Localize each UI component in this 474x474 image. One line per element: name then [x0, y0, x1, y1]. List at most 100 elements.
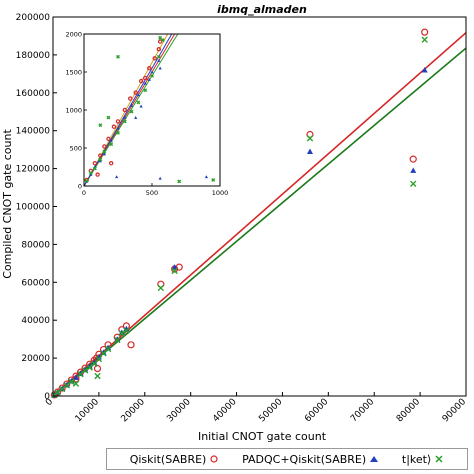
point-s2-16 [157, 284, 165, 292]
point-s2-13 [114, 336, 121, 344]
x-tick-label-6: 60000 [303, 397, 331, 425]
inset-point-s2-8 [129, 109, 134, 114]
inset-point-s1-12 [157, 59, 161, 62]
chart-title: ibmq_almaden [217, 3, 307, 16]
point-s1-19 [421, 67, 428, 73]
inset-point-s0-12 [142, 75, 148, 81]
inset-y-tick-label-3: 1500 [65, 69, 82, 77]
point-s0-23 [421, 28, 429, 36]
inset-point-s1-4 [102, 152, 106, 156]
legend-label-qiskit: Qiskit(SABRE) [129, 452, 207, 466]
y-tick-label-5: 100000 [16, 203, 51, 213]
point-s1-11 [100, 349, 107, 355]
inset-point-s1-18 [134, 116, 138, 119]
inset-point-s2-7 [122, 119, 127, 124]
y-axis-ticks: 0 20000 40000 60000 80000 100000 120000 140000 1… [16, 13, 57, 402]
inset-point-s2-1 [88, 171, 93, 176]
inset-point-s0-3 [98, 153, 103, 158]
point-s0-2 [58, 384, 66, 392]
inset-y-tick-label-0: 0 [78, 183, 82, 191]
point-s2-9 [91, 360, 98, 367]
x-tick-label-0: 0 [44, 397, 55, 408]
inset-point-s2-15 [106, 115, 111, 120]
point-s2-17 [171, 267, 178, 275]
x-tick-label-4: 40000 [211, 397, 239, 425]
inset-point-s2-0 [84, 178, 89, 183]
inset-point-s1-7 [123, 116, 127, 119]
y-tick-label-3: 60000 [21, 278, 50, 288]
point-s1-8 [86, 363, 93, 369]
inset-point-s2-4 [102, 149, 107, 154]
point-s1-17 [306, 148, 313, 154]
inset-point-s0-18 [108, 160, 114, 166]
point-s1-18 [410, 167, 417, 173]
inset-point-s1-14 [147, 78, 151, 81]
legend-label-padqc: PADQC+Qiskit(SABRE) [242, 452, 367, 466]
point-s2-7 [81, 367, 89, 374]
x-axis-label: Initial CNOT gate count [198, 430, 327, 443]
main-data-points [50, 28, 429, 399]
inset-fit-line-3 [84, 34, 173, 186]
y-tick-label-0: 0 [44, 392, 50, 402]
legend-entry-qiskit: Qiskit(SABRE) [130, 453, 220, 466]
inset-point-s0-4 [102, 144, 107, 149]
inset-point-s2-18 [177, 179, 182, 184]
y-axis-label: Compiled CNOT gate count [1, 129, 14, 279]
point-s1-12 [105, 344, 112, 351]
inset-point-s2-19 [211, 177, 216, 182]
inset-point-s0-9 [128, 96, 133, 101]
point-s2-21 [94, 372, 101, 380]
inset-point-s0-13 [147, 65, 152, 71]
point-s0-1 [53, 388, 62, 396]
inset-point-s1-3 [98, 159, 102, 163]
inset-point-s1-5 [109, 138, 113, 142]
inset-point-s1-1 [89, 173, 93, 176]
inset-point-s2-17 [160, 38, 165, 43]
inset-point-s0-5 [106, 136, 111, 142]
inset-point-s0-14 [152, 56, 157, 61]
fit-line-1 [53, 47, 466, 396]
inset-point-s2-2 [92, 166, 97, 171]
point-s0-22 [409, 155, 417, 163]
y-tick-label-1: 20000 [21, 354, 50, 364]
point-s2-14 [118, 330, 126, 337]
inset-point-s1-13 [158, 66, 162, 70]
y-tick-label-4: 80000 [21, 240, 50, 250]
inset-plot: 0 500 1000 0 500 1000 1500 2000 [65, 31, 229, 198]
inset-point-s1-16 [158, 176, 162, 180]
inset-point-s1-11 [150, 70, 154, 74]
inset-y-tick-label-4: 2000 [65, 31, 82, 39]
inset-point-s1-8 [130, 103, 134, 107]
inset-y-tick-label-2: 1000 [65, 107, 82, 115]
inset-point-s1-10 [143, 81, 147, 85]
point-s2-20 [421, 36, 428, 43]
fit-line-0 [53, 32, 466, 396]
inset-point-s0-2 [92, 160, 98, 166]
inset-x-tick-label-2: 1000 [212, 189, 229, 197]
x-tick-label-1: 10000 [74, 397, 102, 425]
legend-label-tket: t|ket⟩ [401, 452, 432, 466]
fit-lines [53, 32, 466, 396]
x-tick-label-3: 30000 [165, 397, 193, 425]
inset-x-tick-label-1: 500 [146, 189, 158, 197]
inset-point-s2-6 [116, 130, 120, 135]
x-tick-label-9: 90000 [441, 397, 469, 425]
inset-data-points [84, 35, 216, 184]
point-s2-4 [68, 378, 75, 385]
inset-y-tick-label-1: 500 [70, 145, 82, 153]
point-s2-12 [104, 345, 112, 353]
legend-entry-tket: t|ket⟩ [402, 453, 444, 466]
x-tick-label-8: 80000 [395, 397, 423, 425]
inset-point-s2-14 [98, 123, 103, 128]
inset-point-s2-3 [98, 157, 103, 162]
inset-point-s1-19 [139, 104, 143, 108]
inset-point-s1-9 [136, 93, 140, 97]
inset-point-s0-7 [115, 119, 121, 124]
inset-x-tick-label-0: 0 [82, 189, 86, 197]
inset-point-s2-10 [143, 88, 148, 93]
point-s2-18 [306, 135, 314, 142]
inset-point-s2-5 [109, 142, 114, 147]
point-s2-5 [72, 380, 80, 387]
x-tick-label-2: 20000 [120, 397, 148, 425]
